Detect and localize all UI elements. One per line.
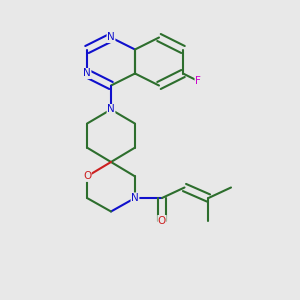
Text: N: N xyxy=(131,193,139,203)
Text: N: N xyxy=(107,32,115,43)
Text: F: F xyxy=(195,76,201,86)
Text: N: N xyxy=(83,68,91,79)
Text: O: O xyxy=(158,215,166,226)
Text: N: N xyxy=(107,104,115,115)
Text: O: O xyxy=(83,171,91,182)
